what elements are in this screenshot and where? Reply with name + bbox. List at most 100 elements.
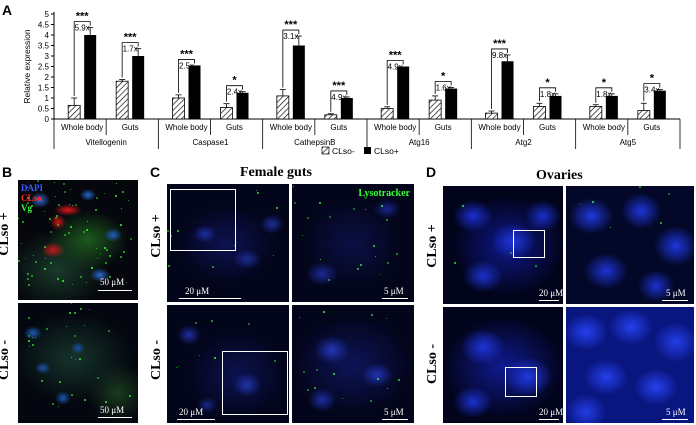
fluorescent-punctum	[195, 322, 197, 324]
bar-clso-minus	[533, 106, 546, 120]
fluorescent-punctum	[373, 245, 375, 247]
fold-change-label: 1.7x	[123, 45, 138, 54]
significance-stars: ***	[332, 80, 346, 92]
fluorescent-punctum	[55, 196, 56, 197]
fluorescent-punctum	[116, 183, 117, 184]
fluorescent-punctum	[580, 204, 581, 205]
bar-clso-plus	[340, 98, 353, 119]
fluorescent-punctum	[91, 267, 93, 269]
fluorescent-punctum	[398, 379, 400, 381]
scale-bar	[382, 298, 408, 299]
fluorescent-punctum	[72, 205, 73, 206]
tissue-label: Whole body	[61, 123, 103, 132]
fluorescent-punctum	[211, 320, 213, 322]
fluorescent-punctum	[120, 256, 122, 258]
fluorescent-punctum	[97, 258, 98, 259]
fluorescent-punctum	[294, 202, 296, 204]
gene-label: Vitellogenin	[86, 138, 127, 147]
fluorescent-punctum	[122, 191, 124, 193]
fluorescent-punctum	[35, 337, 36, 338]
significance-bracket	[491, 48, 508, 110]
fluorescent-punctum	[46, 328, 48, 330]
bar-clso-minus	[324, 114, 338, 120]
y-tick-label: 1	[45, 94, 50, 103]
significance-stars: *	[545, 77, 550, 89]
fluorescent-punctum	[68, 232, 70, 234]
scale-label: 20 μM	[539, 288, 563, 298]
scale-label: 20 μM	[179, 407, 204, 417]
fluorescent-punctum	[353, 208, 355, 210]
fluorescent-punctum	[176, 367, 177, 368]
fluorescent-punctum	[360, 264, 362, 266]
fluorescent-punctum	[27, 273, 29, 275]
fluorescent-punctum	[104, 193, 105, 194]
fluorescent-punctum	[109, 255, 111, 257]
fluorescent-punctum	[80, 308, 82, 310]
fluorescent-punctum	[64, 234, 66, 236]
bar-clso-minus	[589, 106, 603, 120]
significance-bracket	[539, 87, 556, 102]
fluorescent-punctum	[70, 189, 71, 190]
panel-c-micrograph-clso-negative-overview: 20 μM	[167, 305, 289, 423]
fluorescent-punctum	[72, 284, 73, 285]
y-tick-label: 2.5	[38, 63, 50, 72]
scale-label: 20 μM	[539, 407, 563, 417]
fluorescent-punctum	[75, 204, 77, 206]
legend-swatch-clso-minus	[321, 146, 330, 155]
fluorescent-punctum	[462, 205, 464, 207]
fluorescent-punctum	[130, 238, 132, 240]
bar-chart-relative-expression: 00.5 11.5 22.5 33.5 44.5 5 Relative expression…	[22, 10, 681, 156]
panel-letter-b: B	[2, 164, 13, 180]
fluorescent-punctum	[33, 255, 34, 256]
fluorescent-punctum	[41, 380, 43, 382]
fold-change-label: 3.4x	[644, 86, 659, 95]
scale-label: 5 μM	[666, 407, 686, 417]
fluorescent-punctum	[660, 222, 662, 224]
y-tick-label: 3	[45, 52, 50, 61]
significance-bracket	[226, 85, 243, 102]
scale-label: 5 μM	[384, 407, 404, 417]
tissue-label: Guts	[435, 123, 452, 132]
tissue-label: Guts	[539, 123, 556, 132]
bar-clso-plus	[84, 35, 97, 119]
fluorescent-punctum	[299, 317, 300, 318]
scale-bar	[98, 290, 132, 291]
fluorescent-punctum	[371, 314, 373, 316]
scale-bar	[177, 419, 215, 420]
scale-bar	[662, 419, 688, 420]
fluorescent-punctum	[18, 260, 20, 262]
fluorescent-punctum	[44, 211, 45, 212]
fluorescent-punctum	[71, 357, 72, 358]
fluorescent-punctum	[170, 235, 172, 237]
fluorescent-punctum	[108, 330, 110, 332]
fluorescent-punctum	[639, 186, 641, 188]
significance-bracket	[330, 90, 348, 112]
bar-clso-plus	[132, 56, 145, 119]
y-tick-label: 0	[45, 115, 50, 124]
fluorescent-punctum	[84, 325, 85, 326]
fluorescent-punctum	[57, 224, 59, 226]
significance-bracket	[178, 59, 195, 93]
fluorescent-punctum	[71, 303, 72, 304]
significance-bracket	[73, 21, 91, 96]
significance-bracket	[121, 42, 139, 78]
fluorescent-punctum	[28, 284, 30, 286]
fluorescent-punctum	[28, 340, 30, 342]
fluorescent-punctum	[257, 192, 259, 194]
scale-label: 20 μM	[185, 286, 210, 296]
scale-label: 5 μM	[666, 288, 686, 298]
fluorescent-punctum	[84, 399, 86, 401]
fluorescent-punctum	[86, 282, 87, 283]
fluorescent-punctum	[100, 253, 101, 254]
bar-clso-plus	[445, 88, 458, 119]
zoom-region-box	[505, 367, 537, 397]
fluorescent-punctum	[178, 366, 179, 367]
fluorescent-punctum	[302, 235, 303, 236]
fluorescent-punctum	[303, 371, 305, 373]
significance-stars: ***	[76, 11, 90, 23]
fluorescent-punctum	[386, 219, 388, 221]
fluorescent-punctum	[32, 344, 34, 346]
significance-stars: ***	[389, 50, 403, 62]
scale-label: 50 μM	[100, 405, 125, 415]
fluorescent-punctum	[454, 262, 456, 264]
